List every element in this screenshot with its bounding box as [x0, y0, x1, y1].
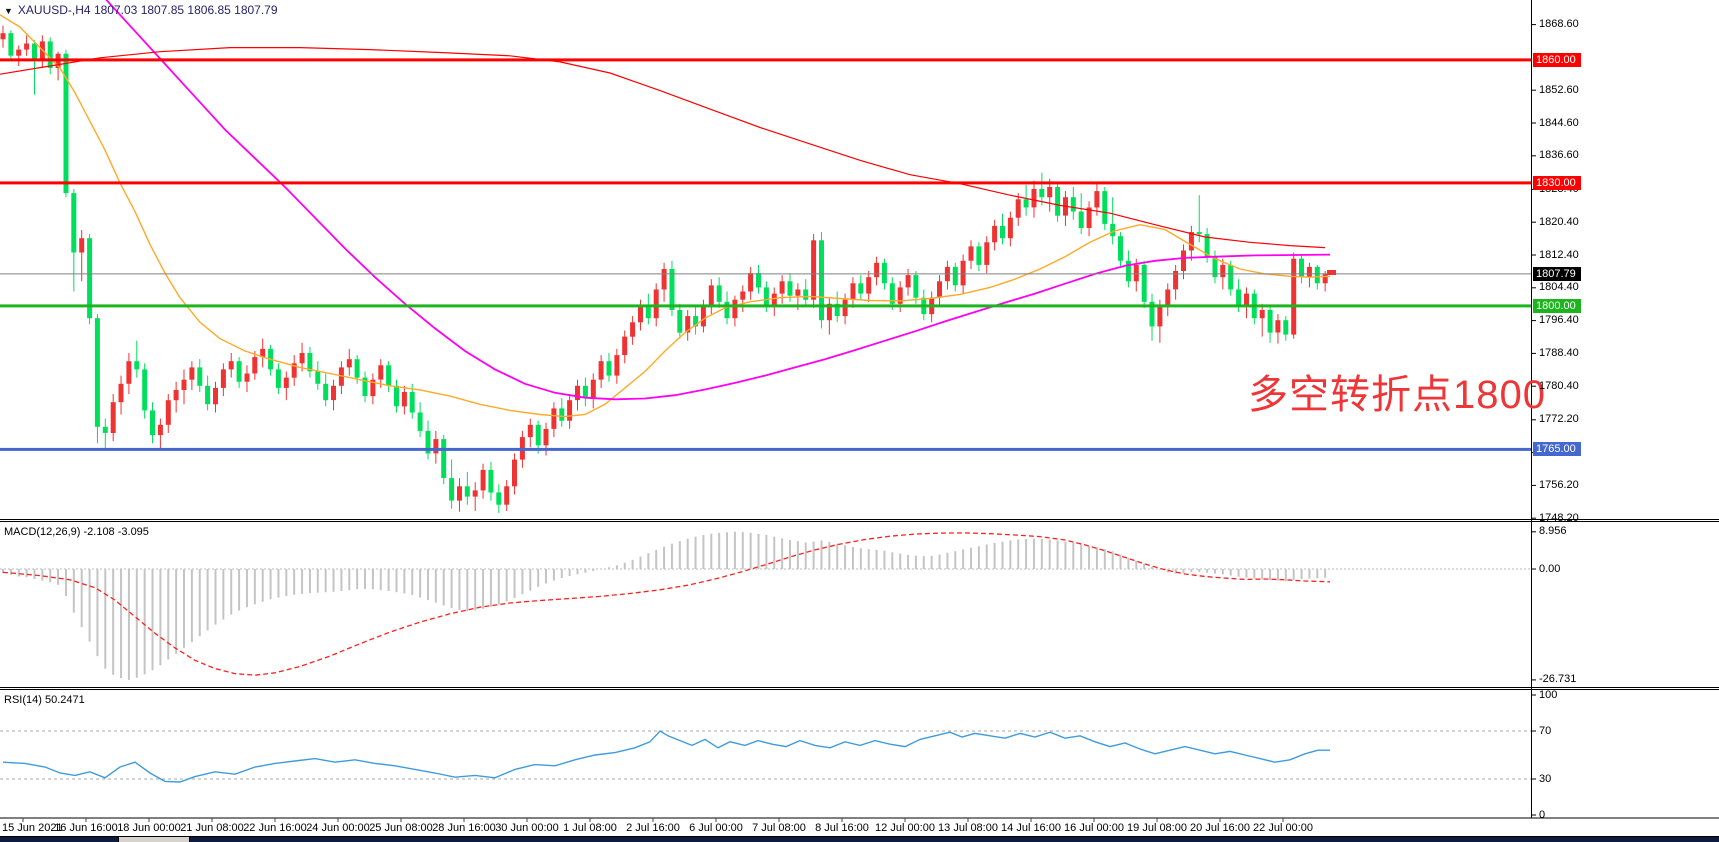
- axis-tick-label: 70: [1539, 724, 1552, 737]
- time-tick-label: 19 Jul 08:00: [1127, 822, 1187, 834]
- time-tick-label: 22 Jun 16:00: [243, 822, 307, 834]
- time-tick-label: 2 Jul 16:00: [626, 822, 680, 834]
- time-tick-label: 7 Jul 08:00: [752, 822, 806, 834]
- price-badge: 1860.00: [1533, 52, 1581, 67]
- axis-tick-label: 1812.40: [1539, 248, 1579, 261]
- axis-tick-label: -26.731: [1539, 673, 1577, 686]
- axis-tick-label: 1780.40: [1539, 379, 1579, 392]
- rsi-value: 50.2471: [44, 694, 85, 706]
- axis-tick-label: 1836.60: [1539, 149, 1579, 162]
- time-tick-label: 6 Jul 00:00: [689, 822, 743, 834]
- symbol-label: XAUUSD-,H4: [17, 3, 91, 17]
- axis-tick-label: 1788.40: [1539, 346, 1579, 359]
- axis-tick-label: 1772.20: [1539, 413, 1579, 426]
- rsi-name: RSI(14): [4, 694, 42, 706]
- symbol-header: ▼ XAUUSD-,H4 1807.03 1807.85 1806.85 1807…: [4, 3, 278, 17]
- axis-tick-label: 1748.20: [1539, 511, 1579, 524]
- time-tick-label: 30 Jun 00:00: [495, 822, 559, 834]
- axis-tick-label: 0.00: [1539, 562, 1561, 575]
- time-tick-label: 15 Jun 2021: [2, 822, 63, 834]
- time-tick-label: 22 Jul 00:00: [1253, 822, 1313, 834]
- time-tick-label: 20 Jul 16:00: [1190, 822, 1250, 834]
- ohlc-high: 1807.85: [140, 3, 185, 17]
- axis-tick-label: 0: [1539, 808, 1546, 821]
- axis-tick-label: 100: [1539, 688, 1558, 701]
- axis-tick-label: 1796.40: [1539, 314, 1579, 327]
- axis-tick-label: 1804.40: [1539, 281, 1579, 294]
- time-tick-label: 8 Jul 16:00: [815, 822, 869, 834]
- price-badge: 1830.00: [1533, 175, 1581, 190]
- axis-tick-label: 1820.40: [1539, 215, 1579, 228]
- time-tick-label: 16 Jul 00:00: [1064, 822, 1124, 834]
- axis-tick-label: 1868.60: [1539, 18, 1579, 31]
- tab-segment-gap[interactable]: [118, 837, 190, 842]
- macd-name: MACD(12,26,9): [4, 526, 81, 538]
- time-tick-label: 21 Jun 08:00: [180, 822, 244, 834]
- time-tick-label: 16 Jun 16:00: [54, 822, 118, 834]
- price-badge: 1800.00: [1533, 298, 1581, 313]
- axis-tick-label: 1852.60: [1539, 83, 1579, 96]
- axis-tick-label: 8.956: [1539, 525, 1567, 538]
- macd-title: MACD(12,26,9) -2.108 -3.095: [4, 526, 149, 538]
- rsi-title: RSI(14) 50.2471: [4, 694, 85, 706]
- time-tick-label: 12 Jul 00:00: [875, 822, 935, 834]
- ohlc-open: 1807.03: [93, 3, 138, 17]
- time-tick-label: 24 Jun 00:00: [306, 822, 370, 834]
- time-tick-label: 28 Jun 16:00: [432, 822, 496, 834]
- price-badge: 1807.79: [1533, 266, 1581, 281]
- axis-tick-label: 30: [1539, 772, 1552, 785]
- time-tick-label: 1 Jul 08:00: [563, 822, 617, 834]
- bottom-tab-bar[interactable]: [0, 836, 1719, 842]
- annotation-text: 多空转折点1800: [1248, 373, 1546, 417]
- time-tick-label: 25 Jun 08:00: [369, 822, 433, 834]
- axis-tick-label: 1844.60: [1539, 116, 1579, 129]
- collapse-triangle-icon[interactable]: ▼: [4, 6, 13, 16]
- time-tick-label: 14 Jul 16:00: [1001, 822, 1061, 834]
- ohlc-low: 1806.85: [187, 3, 231, 17]
- axis-tick-label: 1756.20: [1539, 478, 1579, 491]
- time-tick-label: 18 Jun 00:00: [117, 822, 181, 834]
- price-badge: 1765.00: [1533, 442, 1581, 457]
- ohlc-close: 1807.79: [234, 3, 278, 17]
- time-tick-label: 13 Jul 08:00: [938, 822, 998, 834]
- macd-values: -2.108 -3.095: [83, 526, 149, 538]
